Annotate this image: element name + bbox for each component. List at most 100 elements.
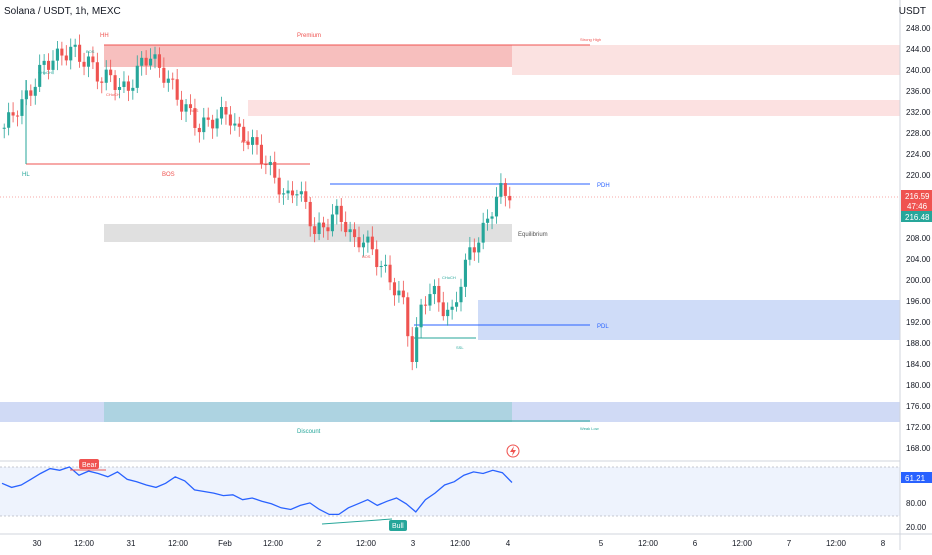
candle: [366, 230, 370, 253]
candle: [290, 181, 295, 204]
bos-label: BOS: [162, 172, 175, 178]
candle: [494, 187, 499, 224]
time-tick: Feb: [218, 539, 232, 548]
candle: [140, 51, 144, 76]
hh-label: HH: [100, 33, 109, 39]
candle: [286, 180, 290, 201]
symbol-legend[interactable]: Solana / USDT, 1h, MEXC: [4, 6, 121, 17]
rsi-value-badge: 61.21: [901, 472, 932, 483]
time-tick: 30: [33, 539, 42, 548]
candle: [100, 77, 104, 94]
candle: [211, 114, 215, 139]
pdh-label: PDH: [597, 183, 610, 189]
bull-divergence-line: [321, 518, 393, 525]
candle: [273, 151, 277, 184]
candle: [64, 45, 68, 66]
candle: [117, 77, 122, 99]
candle: [410, 327, 414, 371]
candle: [326, 218, 330, 241]
bos-label-3: BOS: [190, 108, 199, 113]
candle: [215, 109, 219, 137]
lightning-icon[interactable]: [506, 444, 520, 458]
price-tick: 172.00: [906, 423, 931, 432]
candle: [157, 47, 161, 78]
candle: [384, 254, 388, 273]
bos-label-2: BOS: [86, 49, 95, 54]
time-tick: 7: [787, 539, 792, 548]
candle: [344, 211, 348, 237]
candle: [397, 280, 401, 303]
candle: [144, 50, 148, 75]
candle: [313, 217, 317, 243]
candle: [406, 292, 410, 347]
candle: [91, 46, 95, 70]
candle: [202, 107, 206, 140]
candle: [455, 291, 459, 312]
candle: [503, 178, 507, 207]
candle: [38, 54, 42, 93]
bos-label-4: BOS: [241, 139, 250, 144]
candle: [233, 113, 237, 131]
candle: [321, 216, 326, 238]
bull-divergence-badge: Bull: [389, 520, 407, 531]
candles: [2, 34, 512, 371]
candle: [188, 94, 193, 115]
discount-zone-overlap: [104, 402, 512, 422]
price-tick: 200.00: [906, 276, 931, 285]
ssl-label: SSL: [456, 345, 464, 350]
candle: [459, 278, 463, 312]
bos-label-5: BOS: [362, 254, 371, 259]
time-tick: 12:00: [168, 539, 189, 548]
time-tick: 6: [693, 539, 698, 548]
candle: [24, 80, 28, 106]
premium-label: Premium: [297, 33, 321, 39]
time-tick: 12:00: [638, 539, 659, 548]
weak-low-label: Weak Low: [580, 426, 599, 431]
candle: [197, 123, 201, 143]
price-tick: 192.00: [906, 318, 931, 327]
time-tick: 4: [506, 539, 511, 548]
equilibrium-zone: [104, 224, 512, 242]
time-axis[interactable]: 30 12:00 31 12:00 Feb 12:00 2 12:00 3 12:00 4 5 12:0…: [33, 539, 886, 548]
candle: [259, 134, 263, 169]
candle: [86, 51, 91, 78]
candle: [29, 84, 33, 107]
premium-zone-extension: [512, 45, 900, 75]
candle: [317, 212, 321, 241]
time-tick: 5: [599, 539, 604, 548]
rsi-line: [1, 466, 513, 516]
price-axis[interactable]: 248.00 244.00 240.00 236.00 232.00 228.00 224.…: [906, 24, 931, 453]
candle: [149, 48, 153, 70]
svg-text:61.21: 61.21: [905, 474, 926, 483]
svg-text:Bull: Bull: [392, 523, 404, 530]
supply-zone: [248, 100, 900, 116]
candle: [2, 123, 6, 139]
candle: [162, 57, 166, 88]
svg-text:216.59: 216.59: [905, 192, 930, 201]
candle: [308, 197, 312, 237]
hl-label: HL: [22, 172, 30, 178]
candle: [206, 107, 210, 127]
candle: [135, 55, 139, 94]
candle: [175, 68, 179, 106]
candle: [428, 283, 432, 311]
candle: [78, 34, 82, 68]
time-tick: 12:00: [450, 539, 471, 548]
candle: [171, 72, 175, 90]
time-tick: 3: [411, 539, 416, 548]
time-tick: 12:00: [826, 539, 847, 548]
candle: [104, 60, 108, 91]
candle: [82, 52, 86, 76]
candle: [295, 189, 299, 206]
price-tick: 176.00: [906, 402, 931, 411]
candle: [472, 238, 476, 261]
candle: [468, 236, 472, 266]
candle: [237, 116, 241, 137]
candle: [193, 98, 197, 136]
current-price-badge: 216.48: [901, 211, 932, 222]
candle: [60, 41, 64, 66]
candle: [379, 260, 383, 278]
candle: [219, 96, 224, 125]
